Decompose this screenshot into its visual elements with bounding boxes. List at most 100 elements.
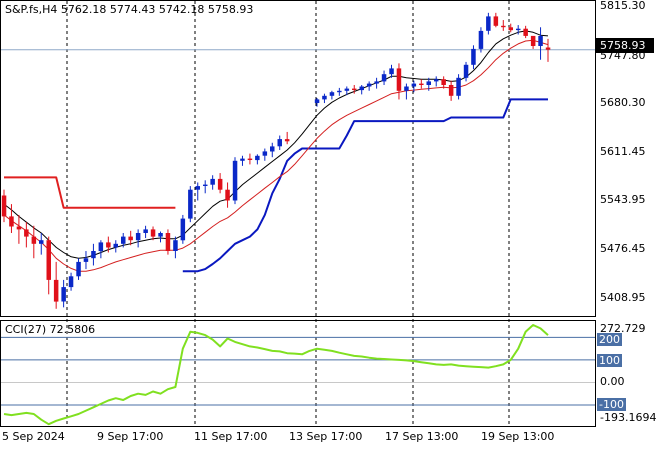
time-tick-label: 13 Sep 17:00 [289,430,363,443]
candle-body [247,158,253,160]
candle-body [441,79,446,85]
candle-body [419,83,424,85]
time-tick-label: 19 Sep 13:00 [481,430,555,443]
candle-body [262,151,268,156]
cci-level-tag: 200 [597,333,622,346]
candle-body [270,146,275,152]
cci-indicator [3,324,549,426]
price-tick-label: 5815.30 [600,0,646,12]
candle-body [456,77,461,96]
candle-body [240,158,245,161]
candle-body [39,240,44,244]
current-price-tag: 5758.93 [596,38,654,53]
cci-title: CCI(27) 72.5806 [5,323,96,336]
candle-body [83,258,89,262]
symbol-label: S&P.fs,H4 [5,3,58,16]
high-value: 5774.43 [109,3,156,16]
candle-body [53,279,59,302]
candle-body [173,240,178,251]
candle-body [113,243,118,248]
candle-body [478,30,484,49]
candle-body [352,88,357,90]
candle-body [381,74,387,82]
candle-body [277,139,282,147]
candle-body [135,233,141,241]
candle-body [9,216,14,227]
candle-body [165,233,171,251]
candle-body [486,16,491,31]
candle-body [284,139,290,142]
candle-body [516,28,521,31]
candle-body [143,229,148,233]
candle-body [344,88,350,91]
open-value: 5762.18 [60,3,107,16]
candle-body [374,81,379,84]
candle-body [68,276,74,288]
candle-body [396,68,402,91]
candle-body [158,233,163,237]
price-panel-frame [0,0,596,317]
cci-line [3,324,549,426]
candle-body [91,251,96,259]
candle-body [128,236,133,241]
price-tick-label: 5543.95 [600,193,646,206]
candle-body [337,90,342,93]
cci-panel-frame [0,320,596,427]
price-tick-label: 5476.45 [600,242,646,255]
candle-body [508,27,513,31]
candle-body [471,48,476,65]
cci-axis-label: 0.00 [600,375,625,388]
candle-body [195,186,200,190]
candle-body [217,178,223,190]
candle-body [359,86,364,91]
candle-body [106,242,111,248]
candle-body [180,218,186,241]
time-tick-label: 9 Sep 17:00 [97,430,164,443]
chart-header: S&P.fs,H4 5762.18 5774.43 5742.18 5758.9… [5,4,253,16]
candle-body [98,242,104,252]
candle-body [448,85,454,96]
candle-body [530,35,536,46]
close-value: 5758.93 [207,3,254,16]
time-tick-label: 5 Sep 2024 [2,430,65,443]
price-tick-label: 5680.30 [600,96,646,109]
candle-body [426,81,431,85]
trailing-stop-down-line [4,176,176,209]
candle-body [538,35,543,46]
price-tick-label: 5611.45 [600,145,646,158]
candle-body [210,178,215,185]
candle-body [411,83,417,87]
grid-lines [1,1,595,426]
low-value: 5742.18 [158,3,205,16]
candle-body [61,287,66,302]
candle-body [31,236,37,244]
cci-level-tag: -100 [597,398,626,411]
candle-body [314,99,320,103]
candle-body [523,28,528,36]
candle-body [389,68,394,75]
candle-body [46,240,51,280]
candle-body [232,160,238,201]
time-tick-label: 11 Sep 17:00 [194,430,268,443]
candles [1,12,551,309]
candle-body [322,95,327,100]
candle-body [24,229,29,237]
candle-body [121,236,126,244]
candle-body [225,189,230,201]
trailing-stop-up-line [182,98,548,273]
candle-body [150,229,156,237]
candle-body [545,47,551,50]
time-tick-label: 17 Sep 13:00 [385,430,459,443]
candle-body [329,92,335,96]
candle-body [493,16,499,26]
candle-body [1,195,7,217]
candle-body [203,184,208,186]
candle-body [501,25,506,28]
candle-body [434,79,439,82]
candle-body [463,64,469,78]
candle-body [366,83,372,87]
candle-body [188,189,193,219]
candle-body [76,261,81,277]
